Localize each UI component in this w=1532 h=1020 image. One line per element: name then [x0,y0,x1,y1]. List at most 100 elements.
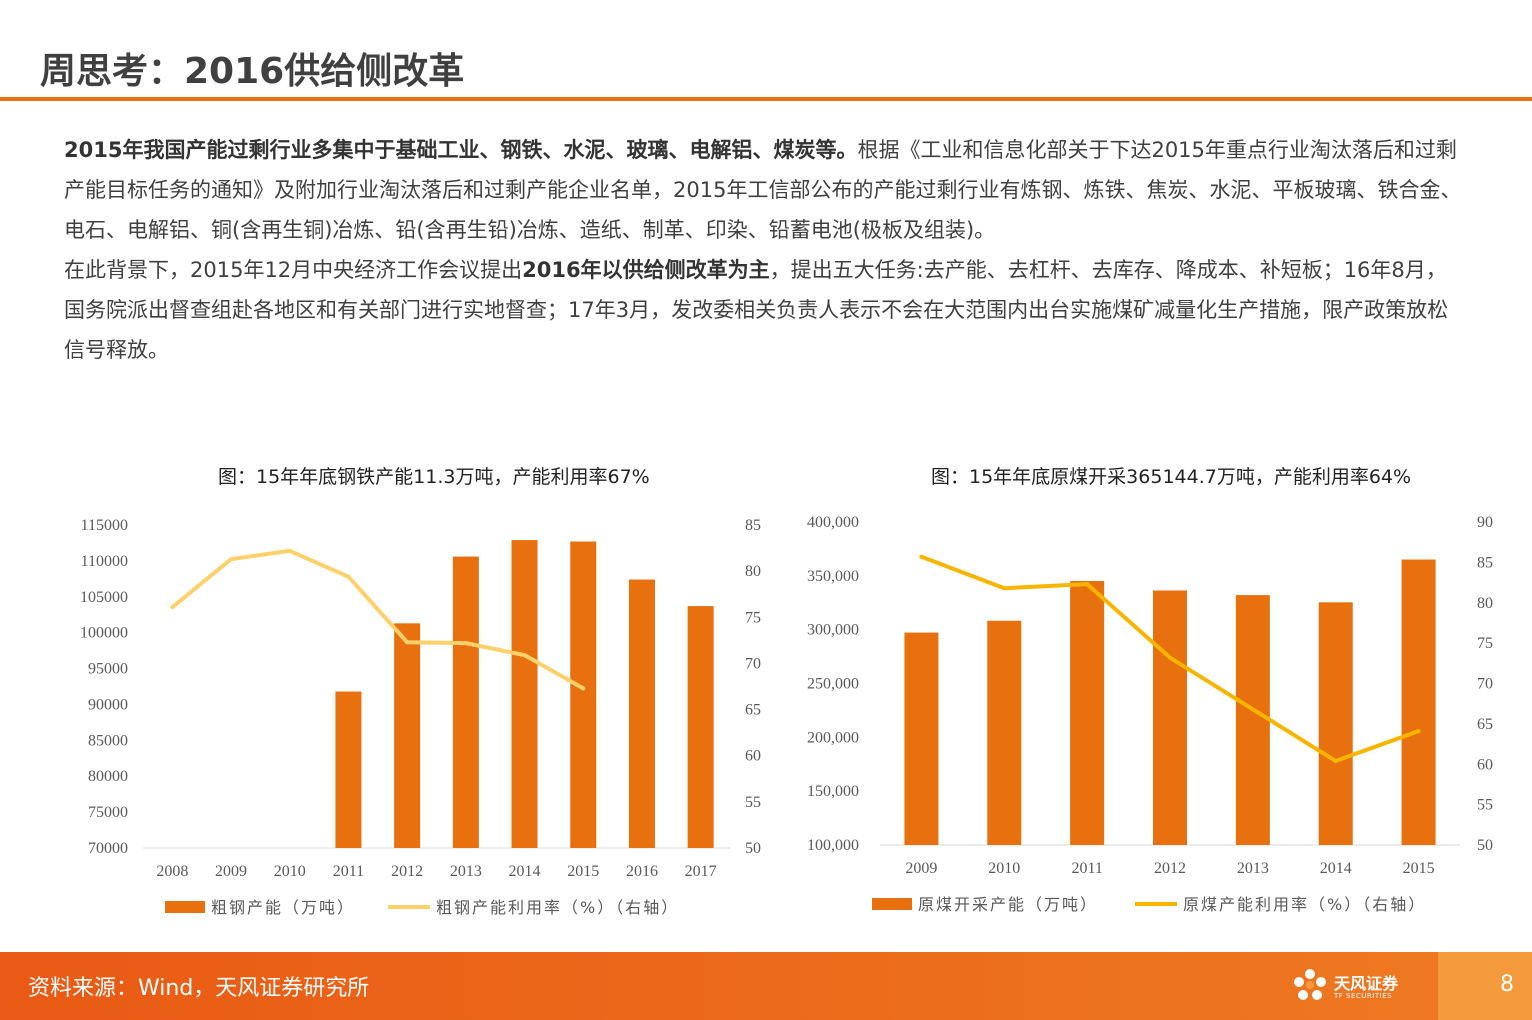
line-point [1416,729,1421,734]
paragraph-2-a: 在此背景下，2015年12月中央经济工作会议提出 [64,258,523,282]
x-tick-label: 2013 [450,863,482,880]
y-right-tick-label: 70 [1477,676,1493,693]
line-point [1333,759,1338,764]
paragraph-2-bold: 2016年以供给侧改革为主 [522,258,770,282]
x-tick-label: 2008 [156,863,188,880]
line-point [405,640,410,645]
legend-line-label: 原煤产能利用率（%）（右轴） [1183,895,1426,914]
y-right-tick-label: 65 [745,702,761,719]
bar [394,623,421,848]
line-point [463,641,468,646]
y-right-tick-label: 55 [1477,797,1493,814]
y-right-tick-label: 60 [745,748,761,765]
line-point [287,548,292,553]
x-tick-label: 2014 [1320,860,1352,877]
coal-chart-title: 图：15年年底原煤开采365144.7万吨，产能利用率64% [931,466,1412,488]
utilization-line [170,548,586,691]
logo-text: 天风证券 [1334,974,1399,993]
bar [452,556,479,848]
x-tick-label: 2012 [1154,860,1186,877]
y-right-tick-label: 50 [745,840,761,857]
y-left-tick-label: 75000 [88,804,128,821]
body-text: 2015年我国产能过剩行业多集中于基础工业、钢铁、水泥、玻璃、电解铝、煤炭等。根… [64,130,1464,370]
logo-subtext: TF SECURITIES [1334,992,1393,1000]
y-right-tick-label: 90 [1477,514,1493,531]
y-right-tick-label: 85 [745,517,761,534]
page-number-box: 8 [1438,952,1532,1020]
y-left-tick-label: 100000 [80,625,128,642]
company-logo: 天风证券 TF SECURITIES [1290,966,1440,1010]
bar [904,632,939,845]
line-point [522,653,527,658]
y-left-tick-label: 200,000 [807,729,859,746]
bar [987,620,1022,845]
y-left-tick-label: 110000 [81,553,128,570]
y-left-tick-label: 80000 [88,768,128,785]
y-right-tick-label: 65 [1477,716,1493,733]
paragraph-1-bold: 2015年我国产能过剩行业多集中于基础工业、钢铁、水泥、玻璃、电解铝、煤炭等。 [64,138,858,162]
y-right-tick-label: 70 [745,655,761,672]
paragraph-2: 在此背景下，2015年12月中央经济工作会议提出2016年以供给侧改革为主，提出… [64,250,1464,370]
line-point [1085,582,1090,587]
source-note: 资料来源：Wind，天风证券研究所 [28,976,370,1001]
line-point [919,554,924,559]
x-tick-label: 2010 [988,860,1020,877]
y-left-tick-label: 150,000 [807,783,859,800]
y-right-tick-label: 50 [1477,837,1493,854]
y-left-tick-label: 300,000 [807,622,859,639]
y-left-tick-label: 250,000 [807,676,859,693]
bar [1235,595,1270,845]
x-tick-label: 2011 [333,863,364,880]
paragraph-1-rest: 根据《工业和信息化部关于下达2015年重点行业淘汰落后和过剩产能目标任务的通知》… [64,138,1462,242]
bar [1153,590,1187,845]
y-left-tick-label: 105000 [80,589,128,606]
legend-bar-swatch [165,901,205,913]
coal-chart: 400,000 350,000 300,000 250,000 200,000 150,0… [807,514,1493,914]
paragraph-1: 2015年我国产能过剩行业多集中于基础工业、钢铁、水泥、玻璃、电解铝、煤炭等。根… [64,130,1464,250]
y-left-tick-label: 100,000 [807,837,859,854]
x-tick-label: 2014 [509,863,541,880]
legend-bar-swatch [872,898,912,910]
x-tick-label: 2011 [1071,860,1102,877]
x-tick-label: 2012 [391,863,423,880]
y-left-tick-label: 70000 [88,840,128,857]
line-point [1250,707,1255,712]
steel-chart: 115000 110000 105000 100000 95000 90000 85000 8… [80,517,761,917]
y-right-tick-label: 80 [1477,595,1493,612]
bar [1401,559,1436,845]
line-point [346,574,351,579]
steel-chart-title: 图：15年年底钢铁产能11.3万吨，产能利用率67% [218,466,650,488]
bar [1318,602,1353,845]
y-right-tick-label: 60 [1477,756,1493,773]
bar [511,540,538,848]
bar [628,579,655,848]
y-left-tick-label: 85000 [88,732,128,749]
bar [335,691,362,848]
x-tick-label: 2015 [1403,860,1435,877]
line-point [1002,586,1007,591]
y-left-tick-label: 90000 [88,696,128,713]
y-right-tick-label: 80 [745,563,761,580]
paragraph-2-b: ，提出五大任务:去产能、去杠杆、去库存、降成本、补短板；16年8月，国务院派出督… [64,258,1449,362]
x-tick-label: 2009 [905,860,937,877]
line-point [581,686,586,691]
bar [687,606,714,848]
y-left-tick-label: 350,000 [807,568,859,585]
x-tick-label: 2010 [274,863,306,880]
legend-bar-label: 原煤开采产能（万吨） [918,895,1098,914]
x-tick-label: 2009 [215,863,247,880]
y-left-tick-label: 115000 [81,517,128,534]
y-left-tick-label: 400,000 [807,514,859,531]
page-title: 周思考：2016供给侧改革 [40,51,465,92]
y-right-tick-label: 75 [745,609,761,626]
line-point [229,557,234,562]
flower-logo-icon [1294,969,1326,1000]
y-right-tick-label: 55 [745,794,761,811]
y-right-tick-label: 75 [1477,635,1493,652]
x-tick-label: 2013 [1237,860,1269,877]
bar [570,541,597,848]
y-right-tick-label: 85 [1477,554,1493,571]
x-tick-label: 2015 [567,863,599,880]
bar [1070,581,1105,845]
line-point [170,605,175,610]
